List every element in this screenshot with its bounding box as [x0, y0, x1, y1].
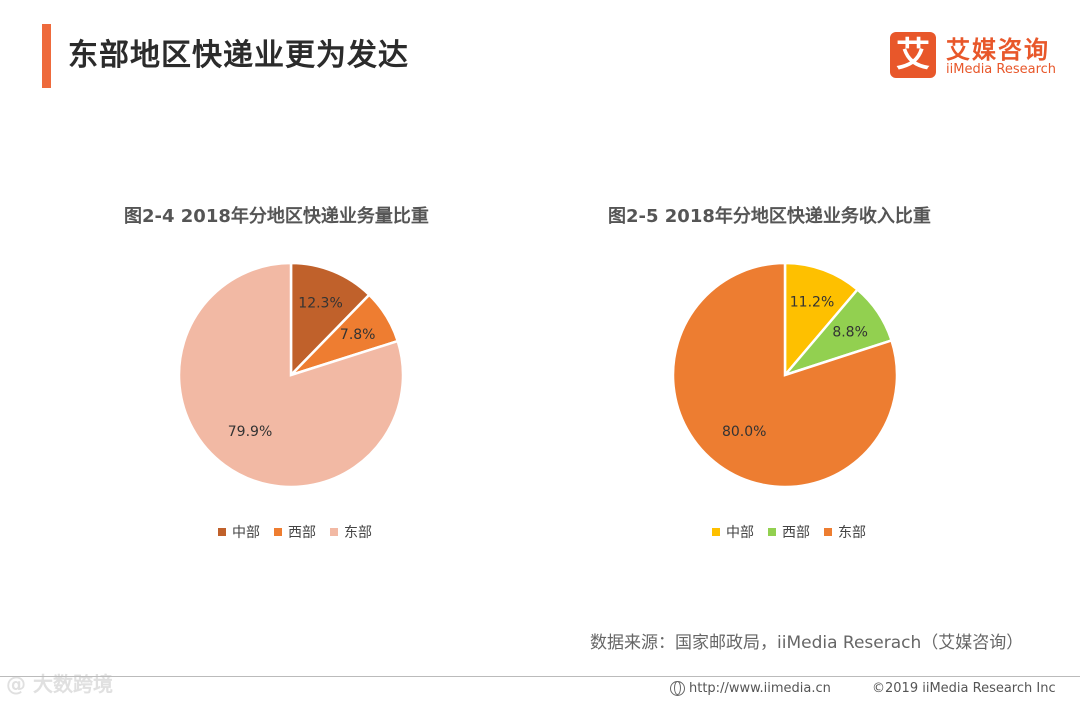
pie-chart-revenue: 11.2% 8.8% 80.0% [671, 261, 899, 489]
legend-label: 西部 [782, 525, 810, 541]
pie-data-label-中部: 11.2% [790, 294, 834, 310]
legend-swatch [330, 528, 338, 536]
footer-divider [0, 676, 1080, 677]
legend-swatch [274, 528, 282, 536]
pie-data-label-东部: 79.9% [228, 424, 272, 440]
pie-slice-东部 [177, 261, 405, 489]
pie-data-label-东部: 80.0% [722, 424, 766, 440]
chart-1-title: 图2-4 2018年分地区快递业务量比重 [124, 206, 429, 227]
pie-data-label-西部: 7.8% [340, 327, 376, 343]
chart-1-legend: 中部 西部 东部 [218, 522, 372, 542]
footer-url[interactable]: http://www.iimedia.cn [670, 681, 831, 696]
legend-label: 中部 [232, 525, 260, 541]
watermark: @ 大数跨境 [6, 672, 113, 696]
pie-slice-中部 [289, 261, 371, 379]
legend-swatch [768, 528, 776, 536]
logo-name-en: iiMedia Research [946, 62, 1057, 77]
legend-label: 东部 [344, 525, 372, 541]
legend-item-中部: 中部 [218, 522, 260, 542]
chart-2-legend: 中部 西部 东部 [712, 522, 866, 542]
footer-url-text[interactable]: http://www.iimedia.cn [689, 681, 831, 696]
globe-icon [670, 681, 685, 696]
legend-swatch [712, 528, 720, 536]
legend-label: 东部 [838, 525, 866, 541]
legend-label: 中部 [726, 525, 754, 541]
pie-slice-中部 [783, 261, 860, 379]
logo-mark-icon: 艾 [890, 32, 936, 78]
legend-item-东部: 东部 [330, 522, 372, 542]
legend-item-东部: 东部 [824, 522, 866, 542]
data-source-note: 数据来源：国家邮政局，iiMedia Reserach（艾媒咨询） [590, 633, 1024, 653]
pie-data-label-西部: 8.8% [832, 324, 868, 340]
chart-2-title: 图2-5 2018年分地区快递业务收入比重 [608, 206, 931, 227]
legend-item-中部: 中部 [712, 522, 754, 542]
title-accent-bar [42, 24, 51, 88]
legend-item-西部: 西部 [274, 522, 316, 542]
logo-name-cn: 艾媒咨询 [946, 36, 1050, 64]
legend-swatch [824, 528, 832, 536]
legend-swatch [218, 528, 226, 536]
pie-chart-volume: 12.3% 7.8% 79.9% [177, 261, 405, 489]
legend-label: 西部 [288, 525, 316, 541]
page-title: 东部地区快递业更为发达 [68, 38, 409, 73]
pie-slice-东部 [671, 261, 899, 489]
footer-copyright: ©2019 iiMedia Research Inc [872, 681, 1056, 696]
pie-data-label-中部: 12.3% [298, 295, 342, 311]
legend-item-西部: 西部 [768, 522, 810, 542]
iimedia-logo: 艾 艾媒咨询 iiMedia Research [890, 30, 1065, 82]
